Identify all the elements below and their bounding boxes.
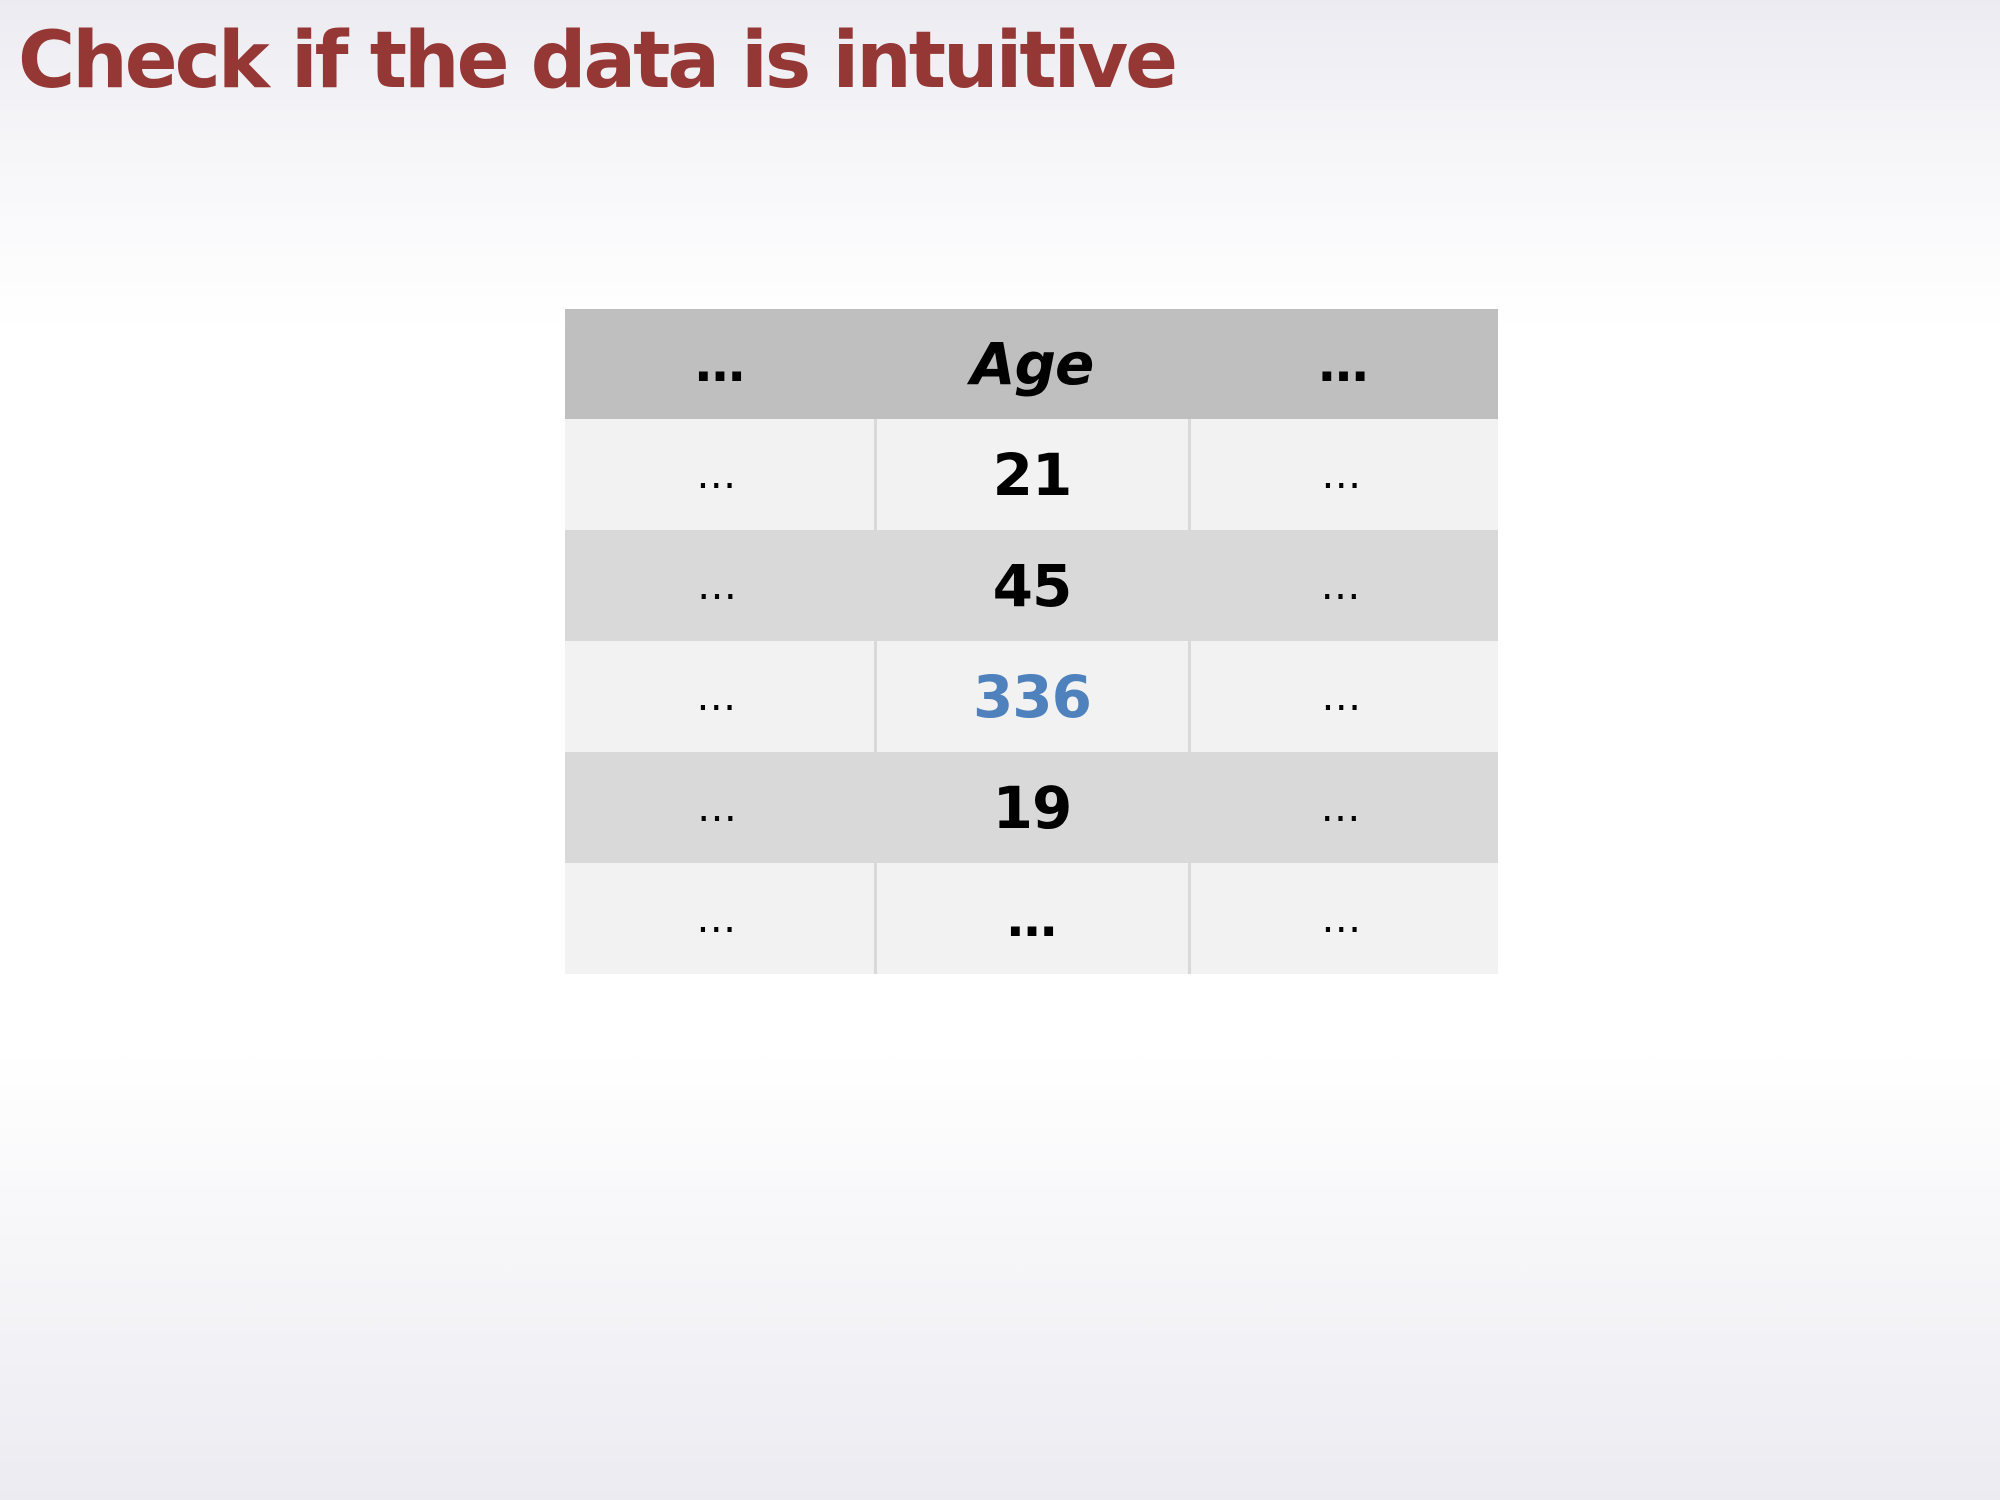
header-cell-ellipsis-right: … <box>1318 335 1369 393</box>
table-row: … 336 … <box>565 641 1498 752</box>
table-cell: … <box>697 562 743 609</box>
table-header-row: … Age … <box>565 309 1498 419</box>
table-cell: … <box>696 451 743 498</box>
table-row: … 19 … <box>565 752 1498 863</box>
table-cell: … <box>697 784 743 831</box>
age-cell: 45 <box>992 551 1073 620</box>
table-row: … 45 … <box>565 530 1498 641</box>
table-row: … … … <box>565 863 1498 974</box>
table-cell: … <box>1187 419 1498 530</box>
table-cell: … <box>696 895 743 942</box>
table-cell: … <box>1320 784 1367 831</box>
age-cell: 21 <box>873 419 1189 530</box>
table-cell: … <box>1187 641 1498 752</box>
table-cell: … <box>1187 863 1498 974</box>
age-cell-outlier: 336 <box>873 641 1189 752</box>
age-data-table: … Age … … 21 … … 45 … … 336 … … 19 … … …… <box>565 309 1498 974</box>
age-cell: 19 <box>992 773 1073 842</box>
slide-title: Check if the data is intuitive <box>18 16 1178 106</box>
age-cell-ellipsis: … <box>873 863 1189 974</box>
table-row: … 21 … <box>565 419 1498 530</box>
table-cell: … <box>1320 562 1367 609</box>
header-cell-age: Age <box>970 330 1095 398</box>
header-cell-ellipsis-left: … <box>695 335 745 393</box>
table-cell: … <box>696 673 743 720</box>
